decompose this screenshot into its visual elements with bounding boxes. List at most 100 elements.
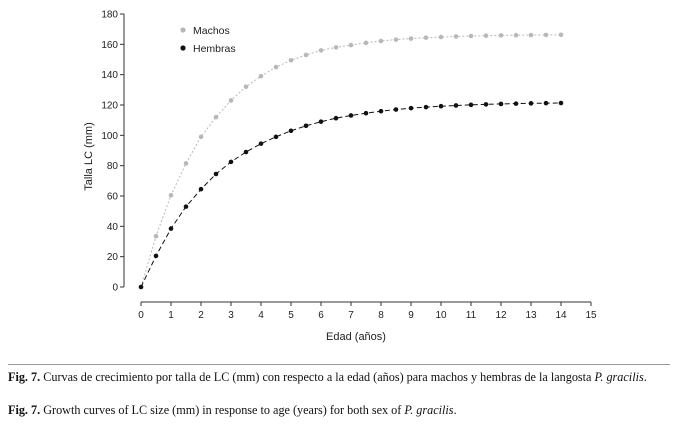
data-point-hembras [363, 110, 369, 116]
x-tick-label: 3 [228, 310, 234, 321]
x-tick-label: 14 [555, 310, 567, 321]
data-point-machos [273, 64, 279, 70]
x-tick-label: 4 [258, 310, 264, 321]
caption-en-label: Fig. 7. [8, 403, 41, 417]
y-tick-label: 40 [107, 222, 119, 233]
caption-es-species: P. gracilis [594, 370, 644, 384]
caption-spanish: Fig. 7. Curvas de crecimiento por talla … [8, 370, 668, 386]
data-point-hembras [528, 101, 534, 106]
data-point-hembras [558, 100, 564, 106]
data-point-hembras [243, 149, 249, 155]
data-point-machos [393, 37, 399, 42]
data-point-machos [258, 73, 264, 79]
data-point-machos [198, 134, 204, 140]
data-point-machos [378, 38, 384, 44]
data-point-hembras [198, 186, 204, 192]
data-point-hembras [333, 115, 339, 121]
data-point-hembras [453, 103, 459, 108]
x-tick-label: 6 [318, 310, 324, 321]
y-axis-title: Talla LC (mm) [83, 122, 95, 190]
data-point-machos [423, 35, 429, 40]
legend-marker-machos [180, 27, 186, 33]
data-point-machos [483, 33, 489, 38]
caption-en-species: P. gracilis [404, 403, 454, 417]
data-point-machos [288, 57, 294, 63]
data-point-hembras [153, 253, 159, 259]
x-tick-label: 2 [198, 310, 204, 321]
plot-area [138, 32, 564, 290]
data-point-hembras [423, 104, 429, 110]
data-point-hembras [168, 226, 174, 231]
data-point-machos [243, 84, 249, 90]
data-point-machos [558, 32, 564, 38]
data-point-hembras [408, 105, 414, 111]
x-tick-label: 11 [466, 310, 477, 321]
data-point-hembras [468, 102, 474, 108]
data-point-machos [513, 32, 519, 38]
caption-divider [8, 364, 670, 365]
y-tick-label: 180 [101, 10, 118, 21]
data-point-machos [228, 98, 234, 103]
data-point-hembras [213, 171, 219, 177]
y-tick-label: 140 [101, 70, 118, 81]
x-axis-title: Edad (años) [326, 331, 386, 343]
data-point-hembras [318, 119, 324, 124]
data-point-machos [318, 48, 324, 53]
data-point-hembras [543, 100, 549, 106]
caption-en-end: . [453, 403, 457, 417]
x-tick-label: 0 [138, 310, 144, 321]
caption-english: Fig. 7. Growth curves of LC size (mm) in… [8, 403, 668, 419]
data-point-machos [183, 161, 189, 166]
data-point-hembras [138, 284, 144, 290]
x-tick-label: 10 [435, 310, 447, 321]
y-axis: 0 20 40 60 80 100 120 140 160 180 [101, 10, 125, 294]
data-point-hembras [258, 141, 264, 146]
data-point-hembras [483, 102, 489, 107]
x-tick-label: 1 [168, 310, 174, 321]
caption-es-label: Fig. 7. [8, 370, 41, 384]
data-point-hembras [378, 108, 384, 114]
data-point-machos [468, 33, 474, 39]
data-point-hembras [183, 204, 189, 209]
x-tick-label: 9 [408, 310, 414, 321]
x-tick-label: 8 [378, 310, 384, 321]
data-point-machos [498, 33, 504, 38]
data-point-machos [363, 40, 369, 46]
data-point-machos [333, 45, 339, 50]
x-axis: 0 1 2 3 4 5 6 7 8 9 10 11 12 13 14 15 [138, 301, 597, 321]
x-tick-label: 7 [348, 310, 354, 321]
legend-label-machos: Machos [193, 25, 230, 37]
series-line-hembras [140, 102, 562, 288]
data-point-machos [543, 32, 549, 38]
y-tick-label: 120 [101, 101, 118, 112]
data-point-machos [213, 114, 219, 120]
data-point-hembras [393, 107, 399, 112]
x-tick-label: 12 [495, 310, 507, 321]
data-point-hembras [498, 101, 504, 107]
data-point-machos [303, 52, 309, 58]
y-tick-label: 100 [101, 131, 118, 142]
y-tick-label: 160 [101, 40, 118, 51]
x-tick-label: 13 [525, 310, 537, 321]
data-point-hembras [303, 123, 309, 129]
y-tick-label: 20 [107, 252, 119, 263]
data-point-machos [348, 42, 354, 48]
data-point-hembras [273, 134, 279, 140]
data-point-machos [438, 34, 444, 40]
caption-en-text: Growth curves of LC size (mm) in respons… [40, 403, 405, 417]
data-point-machos [153, 233, 159, 239]
legend-label-hembras: Hembras [193, 43, 236, 55]
data-point-hembras [438, 103, 444, 109]
x-tick-label: 5 [288, 310, 294, 321]
data-point-machos [453, 34, 459, 39]
legend-marker-hembras [180, 45, 186, 51]
legend: Machos Hembras [180, 25, 236, 55]
data-point-machos [408, 36, 414, 41]
data-point-machos [528, 32, 534, 38]
data-point-hembras [228, 159, 234, 165]
caption-es-end: . [643, 370, 647, 384]
x-tick-label: 15 [585, 310, 597, 321]
caption-es-text: Curvas de crecimiento por talla de LC (m… [40, 370, 595, 384]
data-point-machos [168, 192, 174, 198]
